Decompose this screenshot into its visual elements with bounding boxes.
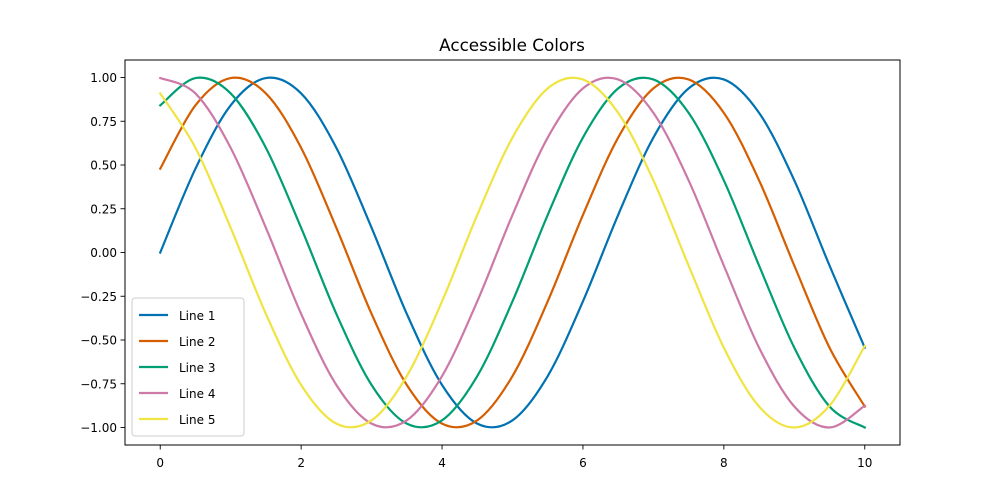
series-line-2 xyxy=(158,76,867,429)
x-tick-label: 0 xyxy=(156,456,164,470)
y-tick-label: 0.75 xyxy=(90,115,117,129)
y-tick-label: 0.50 xyxy=(90,159,117,173)
legend-label-2: Line 2 xyxy=(179,335,215,349)
chart-title: Accessible Colors xyxy=(439,35,585,55)
x-tick-label: 10 xyxy=(857,456,872,470)
series-line-4 xyxy=(158,76,867,429)
y-tick-label: −1.00 xyxy=(80,421,117,435)
y-tick-label: −0.75 xyxy=(80,377,117,391)
legend-box xyxy=(131,297,245,437)
series-line-5 xyxy=(158,76,867,429)
y-tick-label: 0.00 xyxy=(90,246,117,260)
y-tick-label: −0.50 xyxy=(80,334,117,348)
legend-label-5: Line 5 xyxy=(179,413,215,427)
y-tick-label: 0.25 xyxy=(90,202,117,216)
series-layer xyxy=(158,76,867,430)
series-line-3 xyxy=(158,76,867,430)
x-axis: 0 2 4 6 8 10 xyxy=(156,445,872,470)
x-tick-label: 6 xyxy=(579,456,587,470)
y-tick-label: −0.25 xyxy=(80,290,117,304)
legend-label-1: Line 1 xyxy=(179,309,215,323)
x-tick-label: 4 xyxy=(438,456,446,470)
x-tick-label: 8 xyxy=(720,456,728,470)
x-tick-label: 2 xyxy=(297,456,305,470)
series-line-1 xyxy=(158,76,867,429)
y-tick-label: 1.00 xyxy=(90,71,117,85)
legend: Line 1 Line 2 Line 3 Line 4 Line 5 xyxy=(131,297,245,437)
y-axis: −1.00 −0.75 −0.50 −0.25 0.00 0.25 0.50 0.75 1.00 xyxy=(80,71,125,435)
legend-label-4: Line 4 xyxy=(179,387,215,401)
legend-label-3: Line 3 xyxy=(179,361,215,375)
